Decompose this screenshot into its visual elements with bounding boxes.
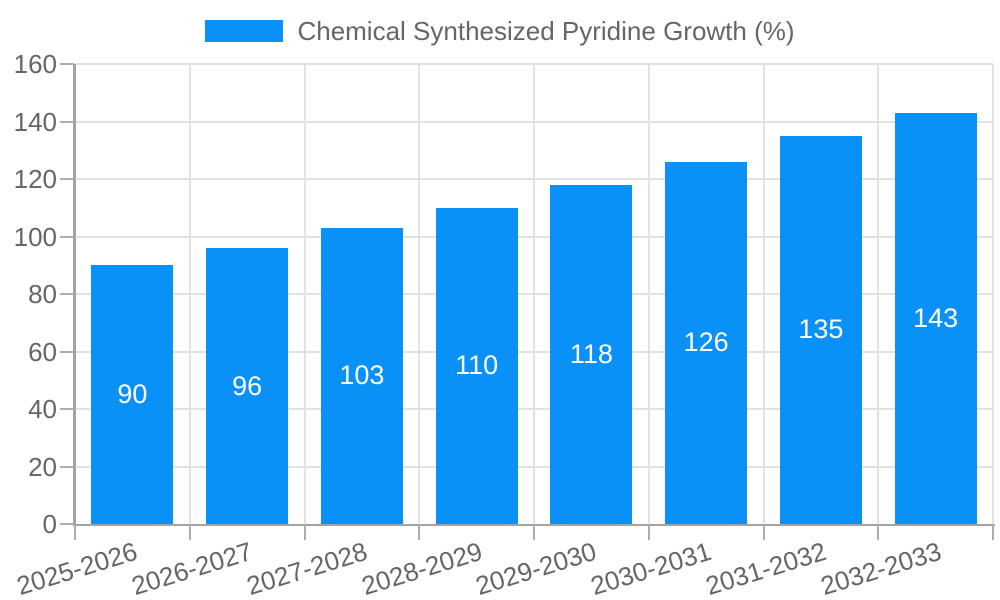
y-tick-label: 160 bbox=[13, 49, 57, 79]
bar[interactable]: 103 bbox=[320, 227, 403, 524]
bar-value-label: 110 bbox=[455, 350, 499, 381]
bar[interactable]: 143 bbox=[894, 112, 977, 524]
y-tick-label: 120 bbox=[13, 164, 57, 194]
x-tick bbox=[74, 524, 76, 540]
y-tick bbox=[60, 465, 74, 468]
bar[interactable]: 90 bbox=[91, 265, 174, 524]
bar[interactable]: 118 bbox=[550, 184, 633, 524]
y-axis-line bbox=[73, 64, 76, 524]
legend-item[interactable]: Chemical Synthesized Pyridine Growth (%) bbox=[205, 16, 795, 46]
y-tick-label: 60 bbox=[28, 336, 57, 367]
legend-swatch-icon bbox=[205, 20, 284, 42]
gridline-v bbox=[647, 64, 650, 524]
x-tick bbox=[992, 524, 994, 540]
plot-area: 90 96 103 110 118 126 135 143 bbox=[60, 63, 995, 540]
x-tick bbox=[418, 524, 421, 540]
gridline-v bbox=[188, 64, 191, 524]
y-tick bbox=[60, 235, 74, 238]
bar[interactable]: 126 bbox=[665, 161, 748, 524]
gridline-v bbox=[533, 64, 535, 524]
y-tick bbox=[60, 523, 74, 525]
bar[interactable]: 135 bbox=[779, 135, 862, 524]
legend-label: Chemical Synthesized Pyridine Growth (%) bbox=[297, 16, 795, 46]
gridline-v bbox=[303, 64, 306, 524]
y-tick bbox=[60, 350, 74, 353]
gridline-v bbox=[877, 64, 880, 524]
y-tick-label: 140 bbox=[13, 106, 57, 137]
y-tick bbox=[60, 63, 74, 65]
x-tick bbox=[877, 524, 880, 540]
y-tick-label: 80 bbox=[28, 279, 57, 309]
legend: Chemical Synthesized Pyridine Growth (%) bbox=[0, 17, 1000, 45]
bar-value-label: 135 bbox=[798, 314, 844, 345]
bar-value-label: 90 bbox=[117, 379, 148, 410]
bar-value-label: 103 bbox=[339, 360, 385, 391]
y-tick-label: 40 bbox=[28, 394, 57, 424]
x-tick bbox=[188, 524, 191, 540]
x-tick bbox=[762, 524, 765, 540]
y-tick bbox=[60, 178, 74, 180]
y-tick-label: 20 bbox=[28, 451, 57, 482]
bar-value-label: 96 bbox=[232, 370, 263, 401]
x-tick bbox=[647, 524, 650, 540]
gridline-v bbox=[418, 64, 421, 524]
y-tick bbox=[60, 293, 74, 295]
bar-value-label: 126 bbox=[683, 327, 729, 358]
y-tick bbox=[60, 120, 74, 123]
bar[interactable]: 96 bbox=[206, 248, 289, 524]
x-tick bbox=[533, 524, 535, 540]
y-tick-label: 0 bbox=[42, 509, 57, 539]
gridline-v bbox=[992, 64, 994, 524]
x-tick bbox=[303, 524, 306, 540]
bar[interactable]: 110 bbox=[435, 207, 518, 524]
gridline-v bbox=[762, 64, 765, 524]
y-tick bbox=[60, 408, 74, 410]
bar-value-label: 143 bbox=[913, 302, 959, 333]
y-tick-label: 100 bbox=[13, 221, 57, 252]
bar-value-label: 118 bbox=[569, 338, 613, 369]
